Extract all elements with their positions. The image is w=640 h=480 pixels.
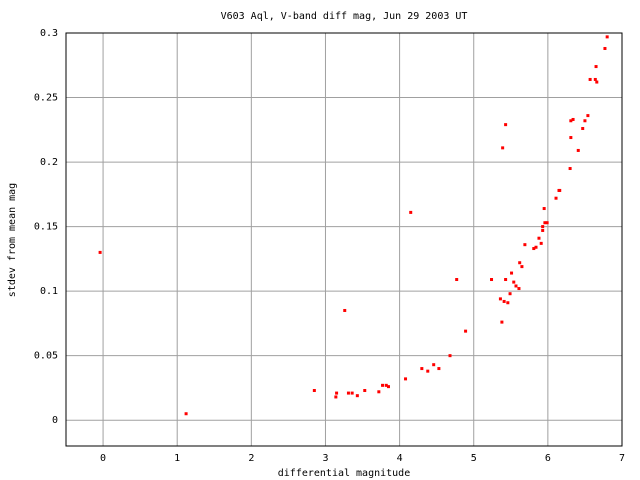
point [455, 278, 459, 282]
point [426, 369, 430, 373]
point [541, 225, 545, 229]
point [517, 287, 521, 291]
point [518, 261, 522, 265]
point [437, 367, 441, 371]
point [532, 247, 536, 251]
point [539, 241, 543, 245]
point [542, 207, 546, 211]
point [537, 236, 541, 240]
point [502, 299, 506, 303]
point [363, 389, 367, 393]
point [448, 354, 452, 358]
point [541, 228, 545, 232]
point [594, 65, 598, 69]
point [571, 117, 575, 121]
point [586, 114, 590, 118]
point [312, 389, 316, 393]
y-tick-label: 0.3 [40, 28, 58, 39]
x-tick-label: 4 [397, 453, 403, 464]
point [603, 46, 607, 50]
point [595, 80, 599, 84]
x-tick-label: 1 [174, 453, 180, 464]
point [490, 278, 494, 282]
point [605, 35, 609, 39]
point [464, 329, 468, 333]
point [501, 146, 505, 150]
y-tick-label: 0.05 [34, 351, 58, 362]
point [420, 367, 424, 371]
y-tick-label: 0.15 [34, 222, 58, 233]
point [377, 390, 381, 394]
point [558, 188, 562, 192]
point [386, 385, 390, 389]
x-tick-label: 3 [322, 453, 328, 464]
point [343, 308, 347, 312]
point [523, 243, 527, 247]
point [432, 363, 436, 367]
x-tick-label: 7 [619, 453, 625, 464]
point [588, 77, 592, 81]
point [504, 278, 508, 282]
point [508, 292, 512, 296]
point [334, 395, 338, 399]
point [355, 394, 359, 398]
point [335, 391, 339, 395]
point [350, 391, 354, 395]
point [498, 297, 502, 301]
point [583, 119, 587, 123]
x-axis-label: differential magnitude [278, 468, 410, 479]
point [534, 245, 538, 249]
y-tick-label: 0.1 [40, 286, 58, 297]
point [569, 119, 573, 123]
point [510, 271, 514, 275]
y-axis-label: stdev from mean mag [7, 183, 18, 297]
point [512, 280, 516, 284]
point [346, 391, 350, 395]
point [576, 148, 580, 152]
plot-frame [65, 32, 623, 447]
point [581, 127, 585, 131]
x-tick-label: 2 [248, 453, 254, 464]
point [514, 284, 518, 288]
point [184, 412, 188, 416]
x-tick-label: 0 [100, 453, 106, 464]
point [543, 221, 547, 225]
point [554, 196, 558, 200]
y-tick-label: 0 [52, 415, 58, 426]
point [568, 167, 572, 171]
point [381, 383, 385, 387]
point [404, 377, 408, 381]
chart-title: V603 Aql, V-band diff mag, Jun 29 2003 U… [221, 11, 468, 22]
point [500, 320, 504, 324]
x-tick-label: 5 [471, 453, 477, 464]
point [593, 77, 597, 81]
point [545, 221, 549, 225]
y-tick-label: 0.2 [40, 157, 58, 168]
x-tick-label: 6 [545, 453, 551, 464]
point [409, 210, 413, 214]
point [384, 383, 388, 387]
point [569, 136, 573, 140]
point [98, 250, 102, 254]
y-tick-label: 0.25 [34, 93, 58, 104]
point [506, 301, 510, 305]
point [520, 265, 524, 269]
point [504, 123, 508, 127]
